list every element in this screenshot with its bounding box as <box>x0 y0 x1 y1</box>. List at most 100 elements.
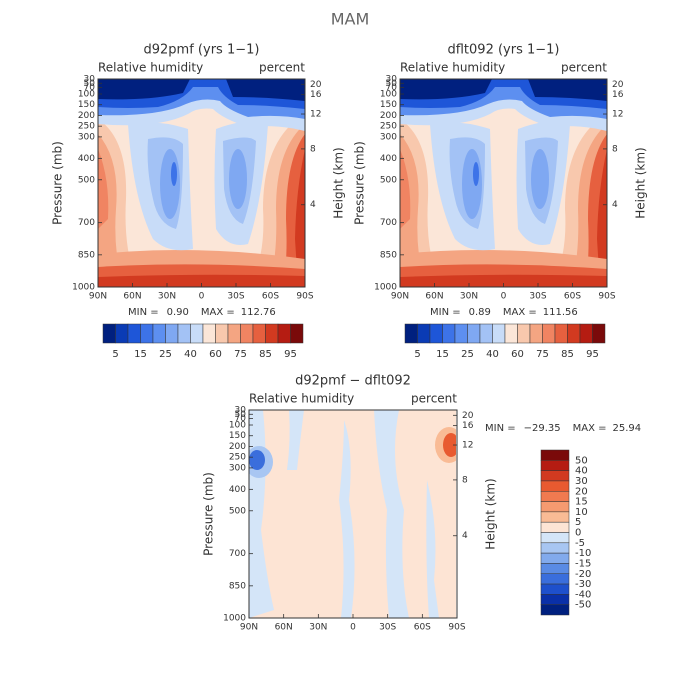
colorbar-label: 15 <box>436 349 449 360</box>
y-tick-label: 300 <box>380 132 397 142</box>
y2-tick-label: 20 <box>612 80 624 90</box>
colorbar-box <box>504 323 518 344</box>
colorbar-label: 60 <box>511 349 524 360</box>
colorbar-box <box>567 323 581 344</box>
y-tick-label: 100 <box>380 90 397 100</box>
colorbar-box <box>417 323 431 344</box>
colorbar-box <box>540 532 570 544</box>
colorbar-label: 85 <box>259 349 272 360</box>
colorbar-box <box>252 323 266 344</box>
y2-tick-label: 16 <box>612 90 624 100</box>
min-max-max-label: MAX = <box>503 307 537 318</box>
right-label: percent <box>411 392 457 406</box>
y-tick-label: 400 <box>380 154 397 164</box>
min-max-min: 0.89 <box>469 307 491 318</box>
y2-tick-label: 4 <box>462 531 468 541</box>
y-tick-label: 100 <box>78 90 95 100</box>
colorbar-box <box>492 323 506 344</box>
colorbar-box <box>540 470 570 482</box>
colorbar-box <box>429 323 443 344</box>
left-label: Relative humidity <box>249 392 354 406</box>
x-tick-label: 90S <box>448 623 465 633</box>
y2-tick-label: 20 <box>462 411 474 421</box>
colorbar-label: 75 <box>536 349 549 360</box>
colorbar-label: 25 <box>159 349 172 360</box>
colorbar-label: -10 <box>575 548 591 559</box>
colorbar-box <box>540 511 570 523</box>
y-tick-label: 400 <box>78 154 95 164</box>
y2-tick-label: 12 <box>310 110 321 120</box>
y-tick-label: 850 <box>380 250 397 260</box>
y2-tick-label: 16 <box>462 421 474 431</box>
y2-axis-label: Height (km) <box>484 478 498 549</box>
y-tick-label: 150 <box>380 100 397 110</box>
min-max-min-label: MIN = <box>485 423 516 434</box>
colorbar-label: 95 <box>586 349 599 360</box>
colorbar-label: 40 <box>575 466 588 477</box>
colorbar-box <box>215 323 229 344</box>
colorbar-box <box>177 323 191 344</box>
contour-field <box>400 79 607 287</box>
contour-fill <box>98 79 305 287</box>
colorbar-box <box>404 323 418 344</box>
right-label: percent <box>259 61 305 75</box>
y-axis-label: Pressure (mb) <box>51 141 65 225</box>
x-tick-label: 0 <box>501 292 507 302</box>
colorbar-box <box>540 573 570 585</box>
min-max-max: 25.94 <box>613 423 642 434</box>
min-max-min-label: MIN = <box>128 307 159 318</box>
colorbar-label: 5 <box>575 517 581 528</box>
colorbar-box <box>165 323 179 344</box>
colorbar-box <box>529 323 543 344</box>
x-tick-label: 60S <box>414 623 431 633</box>
colorbar-box <box>540 594 570 605</box>
y-tick-label: 500 <box>380 175 397 185</box>
y2-tick-label: 4 <box>310 200 316 210</box>
panel-title: d92pmf − dflt092 <box>295 374 411 389</box>
colorbar-box <box>115 323 129 344</box>
colorbar-box <box>540 491 570 502</box>
y-tick-label: 200 <box>380 111 397 121</box>
y2-tick-label: 8 <box>310 144 316 154</box>
y-tick-label: 1000 <box>374 283 397 293</box>
contour-field <box>249 410 456 618</box>
colorbar-label: 95 <box>284 349 297 360</box>
contour-field <box>98 79 305 287</box>
min-max-max: 112.76 <box>241 307 276 318</box>
colorbar-box <box>540 449 570 461</box>
y-tick-label: 70 <box>84 83 96 93</box>
colorbar-box <box>540 501 570 513</box>
colorbar-box <box>202 323 216 344</box>
y-tick-label: 70 <box>386 83 398 93</box>
x-tick-label: 90N <box>240 623 258 633</box>
y-tick-label: 500 <box>229 506 246 516</box>
colorbar-box <box>240 323 254 344</box>
x-tick-label: 30S <box>379 623 396 633</box>
colorbar-box <box>554 323 568 344</box>
x-tick-label: 60N <box>275 623 293 633</box>
y-axis-label: Pressure (mb) <box>353 141 367 225</box>
y-axis-label: Pressure (mb) <box>202 472 216 556</box>
colorbar-box <box>140 323 154 344</box>
min-max-max: 111.56 <box>543 307 578 318</box>
x-tick-label: 30S <box>529 292 546 302</box>
colorbar-box <box>277 323 291 344</box>
panel-title: d92pmf (yrs 1−1) <box>144 43 260 58</box>
y-tick-label: 400 <box>229 485 246 495</box>
x-tick-label: 30N <box>158 292 176 302</box>
x-tick-label: 0 <box>199 292 205 302</box>
y2-tick-label: 12 <box>612 110 623 120</box>
panel-title: dflt092 (yrs 1−1) <box>447 43 559 58</box>
y2-axis-label: Height (km) <box>332 147 346 218</box>
y-tick-label: 50 <box>235 410 247 420</box>
x-tick-label: 90N <box>391 292 409 302</box>
colorbar-box <box>540 460 570 471</box>
y2-tick-label: 8 <box>612 144 618 154</box>
y-tick-label: 200 <box>229 442 246 452</box>
y-tick-label: 1000 <box>72 283 95 293</box>
colorbar-box <box>517 323 531 344</box>
colorbar-box <box>479 323 493 344</box>
y2-tick-label: 16 <box>310 90 322 100</box>
colorbar-box <box>540 552 570 564</box>
y-tick-label: 30 <box>235 406 247 416</box>
